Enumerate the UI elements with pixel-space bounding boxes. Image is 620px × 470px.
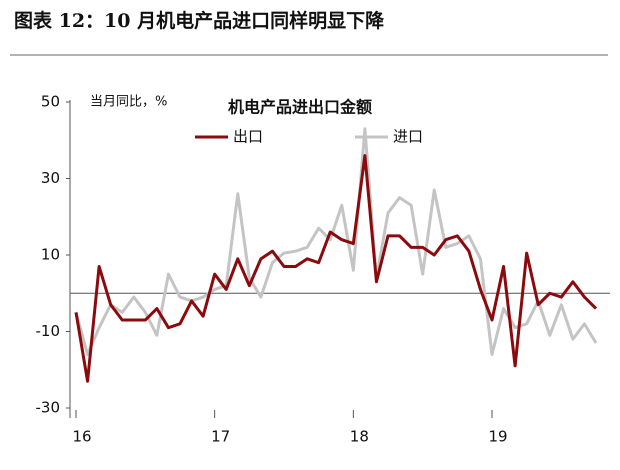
series-line bbox=[74, 127, 598, 356]
y-tick-label: 30 bbox=[41, 169, 60, 187]
x-tick-label: 17 bbox=[211, 428, 230, 446]
chart-title: 机电产品进出口金额 bbox=[228, 98, 372, 117]
series-line bbox=[74, 154, 598, 383]
x-tick-label: 18 bbox=[350, 428, 369, 446]
y-axis-label: 当月同比，% bbox=[90, 95, 167, 110]
y-tick-label: 50 bbox=[41, 93, 60, 111]
y-tick-label: -30 bbox=[36, 399, 61, 417]
legend-label: 出口 bbox=[233, 128, 263, 146]
y-tick-label: 10 bbox=[41, 246, 60, 264]
legend-label: 进口 bbox=[393, 128, 423, 146]
x-tick-label: 19 bbox=[488, 428, 507, 446]
y-tick-label: -10 bbox=[36, 322, 61, 340]
x-tick-label: 16 bbox=[72, 428, 91, 446]
page-title: 图表 12：10 月机电产品进口同样明显下降 bbox=[14, 9, 385, 32]
